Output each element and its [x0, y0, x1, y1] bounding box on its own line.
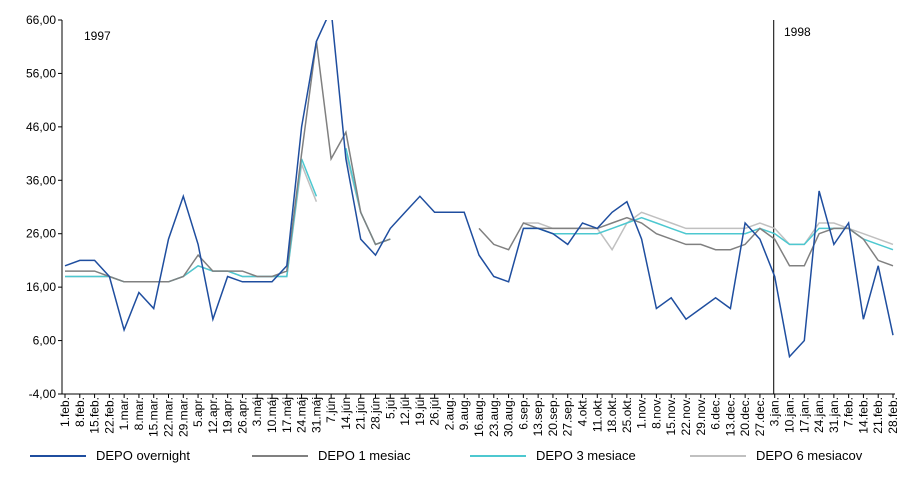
x-tick-label: 16.aug.: [472, 397, 486, 437]
legend-swatch: [30, 455, 86, 457]
x-tick-label: 5.apr.: [191, 397, 205, 427]
x-tick-label: 21.jún: [354, 397, 368, 430]
y-tick-label: 36,00: [26, 173, 56, 187]
x-tick-label: 22.feb.: [102, 397, 116, 434]
x-tick-label: 8.feb.: [73, 397, 87, 427]
x-tick-label: 10.máj: [265, 397, 279, 433]
legend-swatch: [470, 455, 526, 457]
x-tick-label: 8.mar.: [132, 397, 146, 430]
x-tick-label: 13.sep.: [531, 397, 545, 436]
x-tick-label: 20.sep.: [546, 397, 560, 436]
x-tick-label: 12.apr.: [206, 397, 220, 434]
x-tick-label: 1.mar.: [117, 397, 131, 430]
x-tick-label: 12.júl: [398, 397, 412, 426]
x-tick-label: 4.okt.: [576, 397, 590, 426]
y-tick-label: 66,00: [26, 13, 56, 27]
x-tick-label: 7.jún: [324, 397, 338, 423]
x-tick-label: 19.apr.: [221, 397, 235, 434]
x-tick-label: 5.júl: [383, 397, 397, 419]
x-tick-label: 29.mar.: [176, 397, 190, 437]
y-tick-label: 6,00: [33, 334, 57, 348]
x-tick-label: 17.jan.: [797, 397, 811, 433]
y-tick-label: 16,00: [26, 280, 56, 294]
series-line: [65, 41, 894, 283]
x-tick-label: 15.nov.: [664, 397, 678, 435]
x-tick-label: 27.sep.: [561, 397, 575, 436]
y-tick-label: 56,00: [26, 66, 56, 80]
x-tick-label: 30.aug.: [502, 397, 516, 437]
x-tick-label: 31.máj: [309, 397, 323, 433]
legend-label: DEPO 1 mesiac: [318, 448, 411, 463]
x-tick-label: 31.jan.: [827, 397, 841, 433]
x-tick-label: 10.jan.: [783, 397, 797, 433]
y-tick-label: 26,00: [26, 227, 56, 241]
x-tick-label: 24.máj: [295, 397, 309, 433]
x-tick-label: 7.feb.: [842, 397, 856, 427]
x-tick-label: 29.nov.: [694, 397, 708, 435]
x-tick-label: 23.aug.: [487, 397, 501, 437]
x-tick-label: 3.jan.: [768, 397, 782, 426]
legend-item: DEPO 3 mesiace: [470, 448, 646, 464]
x-tick-label: 28.jún: [369, 397, 383, 430]
legend-swatch: [252, 455, 308, 457]
x-tick-label: 22.nov.: [679, 397, 693, 435]
x-tick-label: 13.dec.: [723, 397, 737, 436]
chart: 66,0056,0046,0036,0026,0016,006,00-4,001…: [26, 13, 900, 437]
x-tick-label: 1.nov.: [635, 397, 649, 429]
x-tick-label: 22.mar.: [162, 397, 176, 437]
x-tick-label: 25.okt.: [620, 397, 634, 433]
legend-swatch: [690, 455, 746, 457]
x-tick-label: 14.feb.: [856, 397, 870, 434]
x-tick-label: 8.nov.: [649, 397, 663, 429]
legend-label: DEPO 3 mesiace: [536, 448, 636, 463]
x-tick-label: 6.sep.: [516, 397, 530, 430]
x-tick-label: 1.feb.: [58, 397, 72, 427]
legend-item: DEPO overnight: [30, 448, 206, 464]
x-tick-label: 20.dec.: [738, 397, 752, 436]
legend-label: DEPO 6 mesiacov: [756, 448, 863, 463]
series-line: [64, 20, 894, 359]
x-tick-label: 17.máj: [280, 397, 294, 433]
x-tick-label: 24.jan.: [812, 397, 826, 433]
x-tick-label: 3.máj: [250, 397, 264, 426]
x-tick-label: 26.júl: [428, 397, 442, 426]
x-tick-label: 19.júl: [413, 397, 427, 426]
x-tick-label: 9.aug.: [457, 397, 471, 430]
x-tick-label: 6.dec.: [709, 397, 723, 430]
x-tick-label: 21.feb.: [871, 397, 885, 434]
x-tick-label: 15.mar.: [147, 397, 161, 437]
x-tick-label: 15.feb.: [88, 397, 102, 434]
y-tick-label: 46,00: [26, 120, 56, 134]
x-tick-label: 14.jún: [339, 397, 353, 430]
annotation: 1997: [84, 29, 111, 43]
x-tick-label: 11.okt.: [590, 397, 604, 432]
x-tick-label: 28.feb.: [886, 397, 900, 434]
x-tick-label: 27.dec.: [753, 397, 767, 436]
legend-item: DEPO 1 mesiac: [252, 448, 428, 464]
x-tick-label: 18.okt.: [605, 397, 619, 433]
x-tick-label: 2.aug.: [442, 397, 456, 430]
annotation: 1998: [784, 25, 811, 39]
legend-label: DEPO overnight: [96, 448, 190, 463]
x-tick-label: 26.apr.: [235, 397, 249, 434]
legend-item: DEPO 6 mesiacov: [690, 448, 866, 464]
y-tick-label: -4,00: [29, 387, 57, 401]
